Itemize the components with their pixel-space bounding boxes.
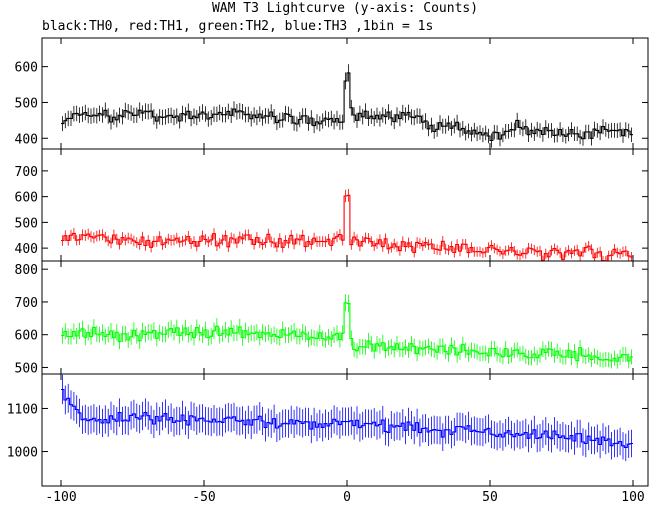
error-bars-th3 — [62, 374, 632, 462]
panel-th2: 500 600 700 800 — [15, 260, 649, 376]
series-line-th1 — [61, 194, 633, 261]
error-bars-th2 — [62, 294, 632, 369]
y-tick-label: 600 — [15, 61, 38, 76]
chart-title: WAM T3 Lightcurve (y-axis: Counts) — [212, 1, 478, 16]
series-line-th3 — [61, 388, 633, 448]
y-tick-label: 400 — [15, 242, 38, 257]
y-tick-label: 800 — [15, 263, 38, 278]
panel-frame — [41, 148, 649, 262]
y-tick-label: 400 — [15, 132, 38, 147]
y-tick-label: 1100 — [7, 402, 38, 417]
panel-th3: 1000 1100 — [7, 373, 649, 487]
x-tick-label: 0 — [343, 490, 351, 505]
panel-th1: 400 500 600 700 — [15, 148, 649, 262]
series-line-th2 — [61, 302, 633, 362]
y-tick-label: 500 — [15, 216, 38, 231]
y-tick-label: 700 — [15, 296, 38, 311]
x-tick-label: 50 — [482, 490, 498, 505]
error-bars-th1 — [62, 189, 632, 261]
panel-frame — [41, 373, 649, 487]
y-tick-label: 600 — [15, 191, 38, 206]
x-tick-label: -100 — [45, 490, 76, 505]
y-tick-label: 500 — [15, 96, 38, 111]
x-tick-label: 100 — [621, 490, 644, 505]
y-tick-label: 1000 — [7, 446, 38, 461]
x-tick-label: -50 — [192, 490, 215, 505]
chart-subtitle: black:TH0, red:TH1, green:TH2, blue:TH3 … — [42, 19, 433, 34]
y-tick-label: 500 — [15, 361, 38, 376]
y-tick-label: 600 — [15, 329, 38, 344]
x-axis: -100 -50 0 50 100 — [45, 490, 644, 505]
series-line-th0 — [61, 72, 633, 142]
panels-group: 400 500 600 400 500 600 700 500 600 700 800 1000 110… — [7, 37, 649, 487]
y-tick-label: 700 — [15, 165, 38, 180]
panel-th0: 400 500 600 — [15, 37, 649, 150]
